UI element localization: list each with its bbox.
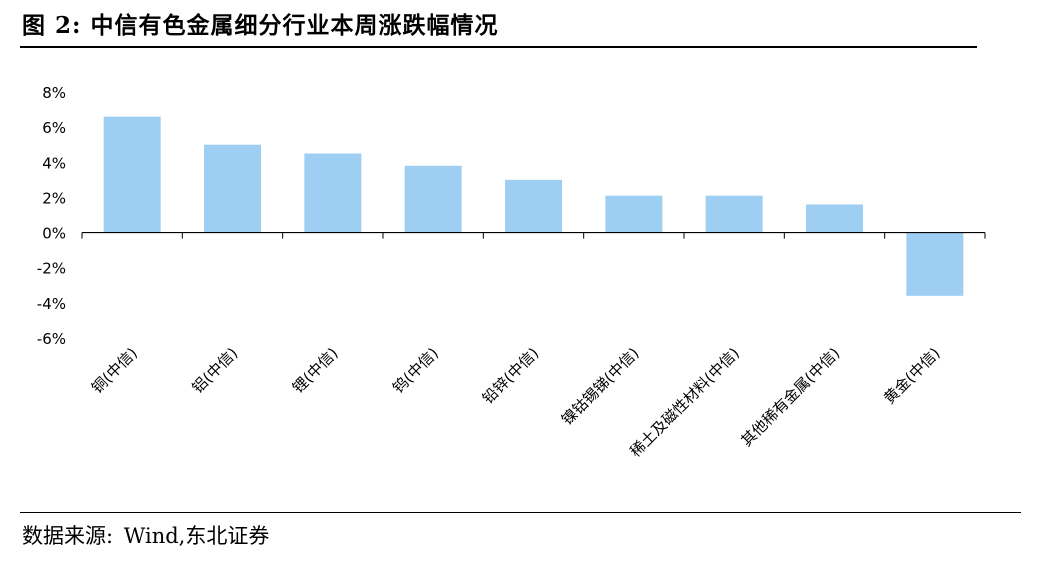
source-label: 数据来源: [22,524,114,548]
x-category-label: 镍钴锡锑(中信) [558,344,643,429]
y-tick-label: 4% [42,154,66,172]
bar [304,153,362,233]
y-axis-ticks: 8% 6% 4% 2% 0% -2% -4% -6% [37,84,66,348]
x-category-label: 锂(中信) [289,344,342,397]
bar-chart: 8% 6% 4% 2% 0% -2% -4% -6% 铜(中信) 铝(中信) 锂(中信) 钨(中信)… [37,84,986,461]
y-tick-label: -4% [37,295,66,313]
bar [906,232,964,296]
x-axis [81,231,986,239]
bar [103,116,161,233]
source-text: Wind,东北证券 [123,524,270,548]
bar [505,179,562,233]
bar [705,195,763,233]
y-tick-label: -6% [37,330,66,348]
y-tick-label: 2% [42,189,66,207]
x-category-label: 铜(中信) [88,344,141,397]
y-tick-label: -2% [37,260,66,278]
x-category-label: 其他稀有金属(中信) [737,344,843,450]
x-axis-labels: 铜(中信) 铝(中信) 锂(中信) 钨(中信) 铅锌(中信) 镍钴锡锑(中信)稀土及磁性材… [88,344,944,460]
bar [204,144,261,233]
y-tick-label: 8% [42,84,66,102]
x-category-label: 稀土及磁性材料(中信) [627,344,743,460]
bar [404,165,462,233]
y-tick-label: 0% [42,225,66,243]
bar [806,204,863,233]
bars [103,116,964,296]
x-category-label: 钨(中信) [389,344,442,397]
x-category-label: 黄金(中信) [880,344,943,407]
source-note: 数据来源: Wind,东北证券 [22,520,269,550]
y-tick-label: 6% [42,119,66,137]
x-category-label: 铝(中信) [188,344,241,397]
bar [605,195,663,233]
figure-title: 图 2: 中信有色金属细分行业本周涨跌幅情况 [22,12,499,39]
title-rule [20,46,977,48]
source-rule [20,512,1021,513]
x-category-label: 铅锌(中信) [479,344,542,407]
